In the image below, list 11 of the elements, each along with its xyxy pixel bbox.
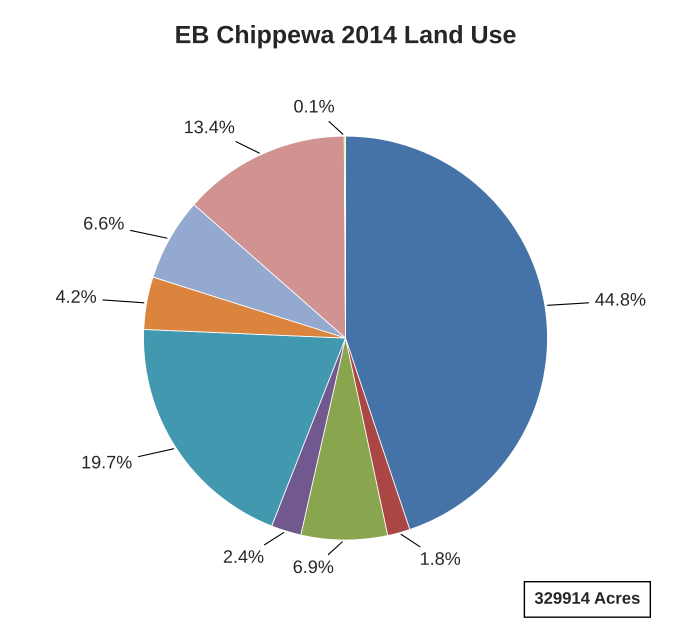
chart-title: EB Chippewa 2014 Land Use — [176, 25, 516, 48]
data-label: 13.4% — [185, 120, 234, 134]
data-label: 19.7% — [82, 456, 132, 469]
data-label: 6.6% — [84, 216, 124, 230]
data-label: 6.9% — [294, 560, 334, 574]
data-label: 2.4% — [224, 550, 264, 563]
text: 329914 Acres — [534, 592, 640, 604]
data-label: 44.8% — [595, 292, 646, 306]
data-label: 1.8% — [420, 552, 460, 565]
data-label: 0.1% — [294, 100, 334, 113]
data-label: 4.2% — [56, 290, 96, 303]
